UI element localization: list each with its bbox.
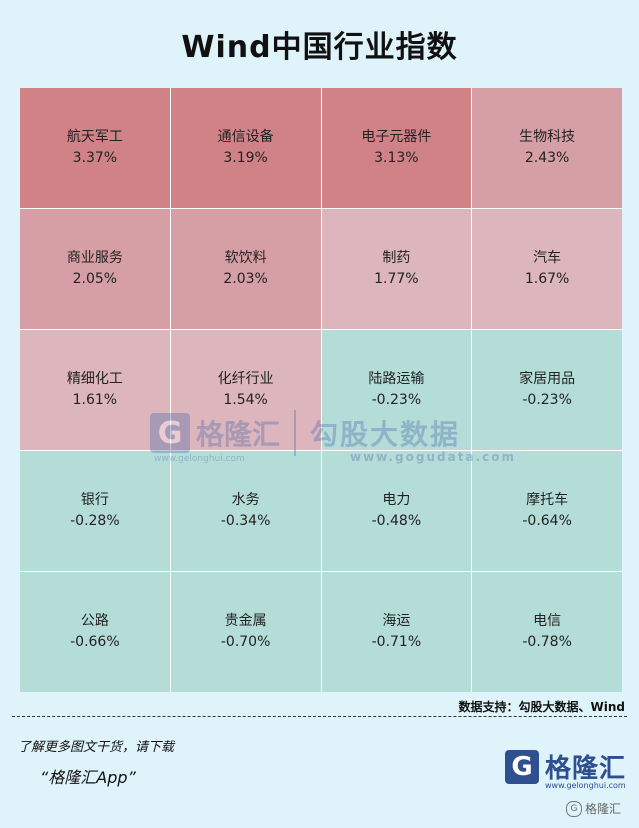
heatmap-cell: 汽车 1.67%: [472, 209, 622, 329]
heatmap-cell: 海运 -0.71%: [321, 572, 472, 692]
heatmap-cell: 银行 -0.28%: [20, 451, 170, 571]
industry-change: -0.78%: [522, 634, 572, 650]
logo-g-icon: G: [505, 749, 539, 784]
industry-change: -0.28%: [70, 513, 120, 529]
heatmap-cell: 电信 -0.78%: [472, 572, 622, 692]
industry-change: -0.71%: [371, 634, 422, 650]
industry-change: 2.05%: [72, 271, 118, 287]
gelonghui-logo: G 格隆汇 www.gelonghui.com: [505, 748, 626, 790]
industry-name: 电信: [533, 613, 562, 629]
heatmap-cell: 水务 -0.34%: [170, 451, 321, 571]
industry-change: -0.66%: [70, 634, 120, 650]
industry-change: -0.64%: [522, 513, 572, 529]
logo-url: www.gelonghui.com: [545, 781, 626, 790]
industry-name: 化纤行业: [217, 371, 274, 387]
data-source: 数据支持：勾股大数据、Wind: [458, 700, 625, 714]
heatmap-cell: 精细化工 1.61%: [20, 330, 170, 450]
industry-name: 水务: [231, 492, 260, 508]
industry-name: 公路: [80, 613, 109, 629]
industry-name: 电力: [382, 492, 411, 508]
industry-change: 3.37%: [72, 150, 118, 166]
industry-change: 2.43%: [524, 150, 570, 166]
industry-name: 商业服务: [66, 250, 123, 266]
page-title: Wind中国行业指数: [181, 30, 458, 65]
industry-name: 银行: [80, 492, 109, 508]
industry-change: 1.61%: [72, 392, 118, 408]
heatmap-cell: 陆路运输 -0.23%: [321, 330, 472, 450]
heatmap-cell: 商业服务 2.05%: [20, 209, 170, 329]
industry-name: 电子元器件: [361, 129, 432, 145]
industry-name: 航天军工: [66, 129, 123, 145]
divider: [12, 716, 627, 717]
industry-change: -0.70%: [220, 634, 271, 650]
industry-change: 2.03%: [223, 271, 268, 287]
heatmap-cell: 航天军工 3.37%: [20, 88, 170, 208]
heatmap-cell: 摩托车 -0.64%: [472, 451, 622, 571]
industry-heatmap: 航天军工 3.37% 通信设备 3.19% 电子元器件 3.13% 生物科技 2.43% 商业服…: [20, 88, 622, 692]
logo-name: 格隆汇: [545, 754, 627, 784]
heatmap-cell: 软饮料 2.03%: [170, 209, 321, 329]
industry-change: 3.19%: [223, 150, 268, 166]
badge-text: 格隆汇: [585, 802, 622, 816]
industry-name: 贵金属: [224, 613, 267, 629]
industry-change: -0.23%: [522, 392, 572, 408]
industry-name: 海运: [382, 613, 411, 629]
industry-name: 摩托车: [526, 492, 569, 508]
heatmap-cell: 通信设备 3.19%: [170, 88, 321, 208]
badge-icon: G: [566, 800, 582, 817]
industry-change: 1.54%: [223, 392, 268, 408]
industry-change: 1.67%: [524, 271, 570, 287]
industry-name: 生物科技: [519, 129, 576, 145]
industry-name: 通信设备: [217, 129, 274, 145]
industry-name: 精细化工: [66, 371, 123, 387]
heatmap-cell: 电子元器件 3.13%: [321, 88, 472, 208]
heatmap-cell: 贵金属 -0.70%: [170, 572, 321, 692]
heatmap-cell: 家居用品 -0.23%: [472, 330, 622, 450]
industry-change: -0.48%: [371, 513, 422, 529]
industry-name: 软饮料: [224, 250, 267, 266]
industry-change: 1.77%: [374, 271, 419, 287]
promo-text: 了解更多图文干货，请下载: [18, 740, 175, 755]
heatmap-cell: 化纤行业 1.54%: [170, 330, 321, 450]
promo-app-name: “格隆汇App”: [40, 768, 136, 787]
corner-badge: G 格隆汇: [566, 800, 621, 817]
industry-name: 陆路运输: [368, 371, 425, 387]
heatmap-cell: 制药 1.77%: [321, 209, 472, 329]
heatmap-cell: 生物科技 2.43%: [472, 88, 622, 208]
industry-name: 家居用品: [519, 371, 576, 387]
industry-change: 3.13%: [374, 150, 419, 166]
heatmap-cell: 公路 -0.66%: [20, 572, 170, 692]
industry-change: -0.34%: [220, 513, 271, 529]
industry-name: 汽车: [533, 250, 562, 266]
industry-change: -0.23%: [371, 392, 422, 408]
heatmap-cell: 电力 -0.48%: [321, 451, 472, 571]
industry-name: 制药: [382, 250, 411, 266]
